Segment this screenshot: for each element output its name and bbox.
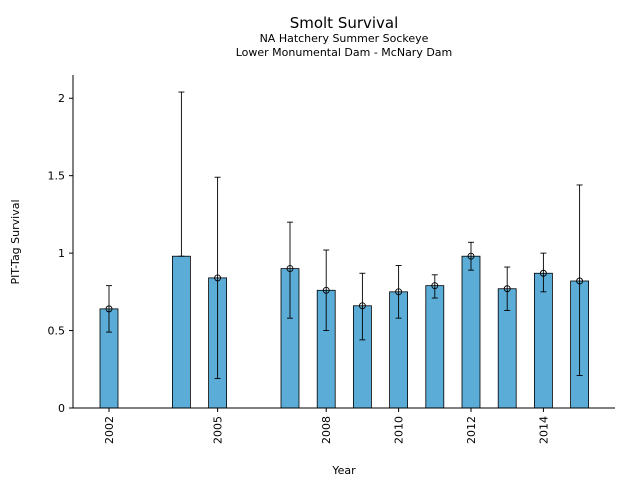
point-marker-2013 [503,285,511,293]
x-tick-label: 2008 [320,416,333,444]
x-tick-label: 2012 [465,416,478,444]
point-marker-2008 [322,286,330,294]
x-tick-label: 2005 [212,416,225,444]
bars-layer [99,255,589,409]
error-bars-layer [105,91,584,380]
y-axis-label: PIT-Tag Survival [9,199,22,284]
x-tick-label: 2010 [393,416,406,444]
bar-2004 [171,255,191,409]
bar-2014 [534,272,553,409]
point-marker-2002 [105,305,113,313]
y-tick-label: 0 [58,402,65,415]
point-marker-2005 [214,274,222,282]
chart-subtitle-line-1: NA Hatchery Summer Sockeye [260,32,429,45]
point-marker-2010 [395,288,403,296]
chart-subtitle-line-2: Lower Monumental Dam - McNary Dam [236,46,453,59]
x-ticks: 2002 2005 2008 2010 2012 2014 [103,408,550,444]
point-marker-2007 [286,265,294,273]
point-marker-2015 [576,277,584,285]
bar-2011 [425,285,445,409]
bar-2012 [461,255,481,409]
x-axis-label: Year [331,464,356,477]
point-marker-2011 [431,282,439,290]
y-ticks: 0 0.5 1 1.5 2 [48,92,73,415]
y-tick-label: 1.5 [48,170,66,183]
point-marker-2014 [539,269,547,277]
y-tick-label: 0.5 [48,325,66,338]
chart-title: Smolt Survival [290,14,399,32]
y-tick-label: 1 [58,247,65,260]
x-tick-label: 2002 [103,416,116,444]
point-marker-2009 [358,302,366,310]
y-tick-label: 2 [58,92,65,105]
x-tick-label: 2014 [537,416,550,444]
point-marker-2012 [467,252,475,260]
